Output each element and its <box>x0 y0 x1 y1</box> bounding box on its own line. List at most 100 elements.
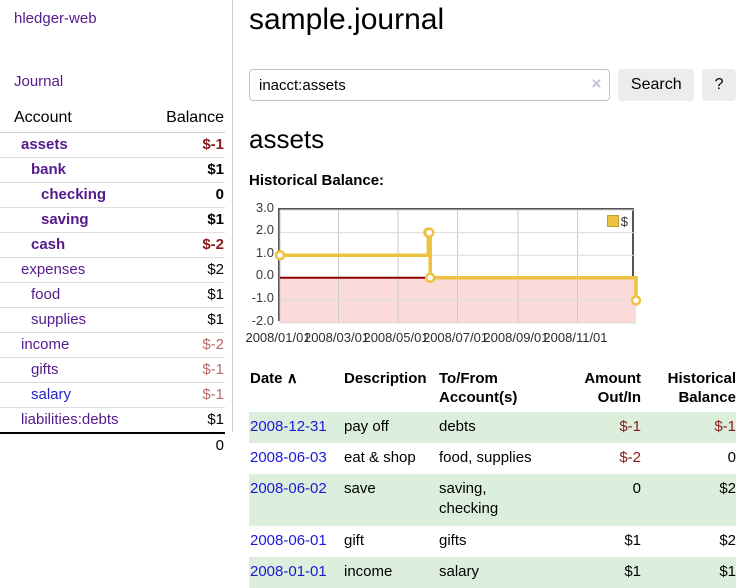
account-cell: food <box>0 282 151 308</box>
main-content: sample.journal × Search ? assets Histori… <box>245 0 737 588</box>
register-date-cell: 2008-06-03 <box>249 443 344 474</box>
account-link[interactable]: income <box>21 336 70 353</box>
y-tick-label: -1.0 <box>251 289 274 305</box>
account-link[interactable]: liabilities:debts <box>21 411 119 428</box>
account-row: supplies $1 <box>0 307 225 333</box>
y-tick-label: 0.0 <box>255 267 274 283</box>
register-header-amount: Amount Out/In <box>584 369 641 407</box>
register-balance-cell: $2 <box>719 480 736 498</box>
account-row: food $1 <box>0 282 225 308</box>
account-link[interactable]: salary <box>31 386 72 403</box>
chart-title: Historical Balance: <box>249 171 385 189</box>
search-button[interactable]: Search <box>618 69 695 101</box>
account-link[interactable]: bank <box>31 161 67 178</box>
account-row: cash $-2 <box>0 232 225 258</box>
account-balance: $1 <box>150 157 225 183</box>
register-accounts-cell: saving, checking <box>439 480 499 518</box>
register-table: Date ∧ Description To/From Account(s) Am… <box>249 367 736 588</box>
register-date-cell: 2008-01-01 <box>249 557 344 588</box>
register-description-cell: gift <box>344 531 365 549</box>
brand-link[interactable]: hledger-web <box>14 10 97 27</box>
accounts-table: Account Balance assets $-1 bank $1 checking 0… <box>0 107 225 458</box>
search-input-wrap: × <box>249 69 611 101</box>
account-link[interactable]: expenses <box>21 261 86 278</box>
x-tick-label: 2008/07/01 <box>422 329 489 345</box>
x-tick-label: 2008/11/01 <box>543 329 608 345</box>
account-row: salary $-1 <box>0 382 225 408</box>
help-button[interactable]: ? <box>702 69 737 101</box>
register-date-cell: 2008-06-02 <box>249 474 344 526</box>
register-description-cell: save <box>344 480 376 498</box>
x-tick-label: 2008/05/01 <box>363 329 429 345</box>
register-accounts-cell: food, supplies <box>439 448 532 466</box>
account-row: liabilities:debts $1 <box>0 407 225 434</box>
register-balance-cell: $1 <box>719 562 736 580</box>
account-balance: $-1 <box>150 357 225 383</box>
account-cell: liabilities:debts <box>0 407 151 434</box>
account-cell: cash <box>0 232 151 258</box>
account-cell: saving <box>0 207 151 233</box>
account-heading: assets <box>249 124 325 154</box>
register-description-cell: income <box>344 562 393 580</box>
y-tick-label: 1.0 <box>255 244 274 260</box>
register-amount-cell: $1 <box>624 562 641 580</box>
x-tick-label: 2008/03/01 <box>303 329 370 345</box>
x-tick-label: 2008/01/01 <box>245 329 311 345</box>
account-link[interactable]: food <box>31 286 61 303</box>
register-date-cell: 2008-12-31 <box>249 412 344 443</box>
account-link[interactable]: checking <box>41 186 107 203</box>
account-link[interactable]: supplies <box>31 311 87 328</box>
account-row: income $-2 <box>0 332 225 358</box>
legend-swatch-icon <box>606 215 619 228</box>
account-row: gifts $-1 <box>0 357 225 383</box>
sort-asc-icon: ∧ <box>286 369 298 387</box>
register-row: 2008-06-01 gift gifts $1 $2 <box>249 526 736 557</box>
account-cell: supplies <box>0 307 151 333</box>
account-link[interactable]: gifts <box>31 361 59 378</box>
account-cell: income <box>0 332 151 358</box>
account-link[interactable]: cash <box>31 236 66 253</box>
register-balance-cell: $-1 <box>714 417 736 435</box>
account-balance: $2 <box>150 257 225 283</box>
account-cell: bank <box>0 157 151 183</box>
account-balance: $-2 <box>150 332 225 358</box>
search-input[interactable] <box>249 69 611 101</box>
register-row: 2008-06-03 eat & shop food, supplies $-2 0 <box>249 443 736 474</box>
account-link[interactable]: assets <box>21 136 68 153</box>
register-amount-cell: $1 <box>624 531 641 549</box>
register-header-description: Description <box>344 369 427 387</box>
register-header-date: Date ∧ <box>250 369 298 387</box>
accounts-total-value: 0 <box>150 432 225 458</box>
accounts-table-header-row: Account Balance <box>0 107 225 133</box>
transaction-date-link[interactable]: 2008-06-02 <box>250 480 327 498</box>
transaction-date-link[interactable]: 2008-12-31 <box>250 417 327 435</box>
account-balance: 0 <box>150 182 225 208</box>
register-accounts-cell: salary <box>439 562 480 580</box>
register-amount-cell: $-1 <box>619 417 641 435</box>
clear-search-icon[interactable]: × <box>591 74 602 93</box>
register-header-row: Date ∧ Description To/From Account(s) Am… <box>249 367 736 412</box>
register-row: 2008-01-01 income salary $1 $1 <box>249 556 736 588</box>
search-form: × Search ? <box>249 69 737 101</box>
account-link[interactable]: saving <box>41 211 89 228</box>
chart-legend: $ <box>605 213 629 229</box>
register-row: 2008-12-31 pay off debts $-1 $-1 <box>249 411 736 443</box>
transaction-date-link[interactable]: 2008-01-01 <box>250 562 327 580</box>
nav-journal-link[interactable]: Journal <box>14 73 64 90</box>
account-balance: $-1 <box>150 382 225 408</box>
account-row: bank $1 <box>0 157 225 183</box>
y-tick-label: 3.0 <box>255 199 274 215</box>
account-balance: $1 <box>150 307 225 333</box>
transaction-date-link[interactable]: 2008-06-03 <box>250 448 327 466</box>
register-amount-cell: $-2 <box>619 448 641 466</box>
y-tick-label: 2.0 <box>255 222 274 238</box>
accounts-total-row: 0 <box>0 432 225 458</box>
x-tick-label: 2008/09/01 <box>483 329 549 345</box>
register-accounts-cell: gifts <box>439 531 467 549</box>
y-tick-label: -2.0 <box>251 312 274 328</box>
account-balance: $1 <box>150 207 225 233</box>
register-date-cell: 2008-06-01 <box>249 526 344 557</box>
transaction-date-link[interactable]: 2008-06-01 <box>250 531 327 549</box>
account-cell: expenses <box>0 257 151 283</box>
account-row: saving $1 <box>0 207 225 233</box>
